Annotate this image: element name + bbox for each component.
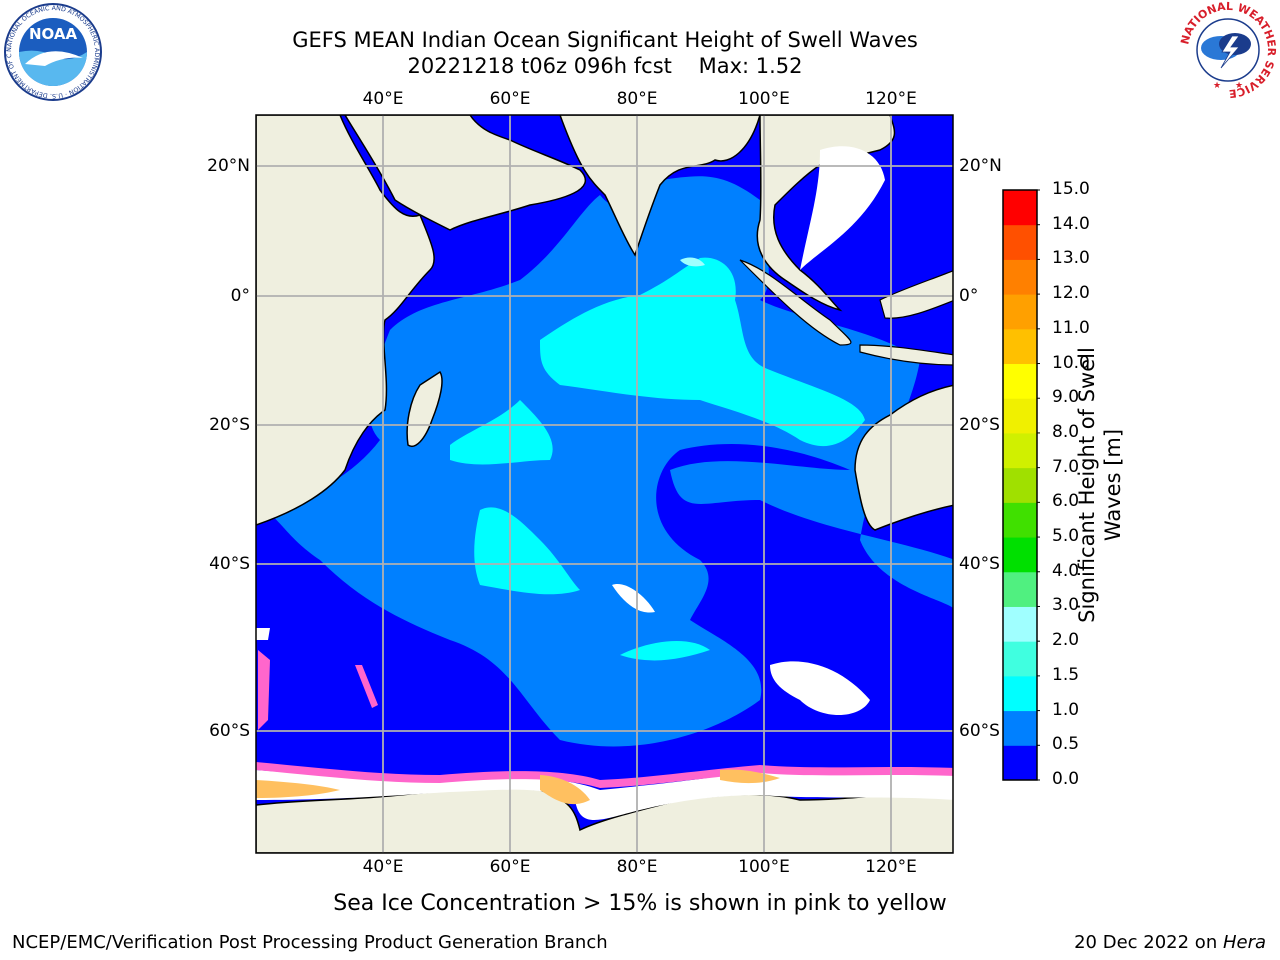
- colorbar-swatch: [1003, 363, 1037, 399]
- colorbar-tick-label: 12.0: [1052, 283, 1090, 304]
- y-tick-right: 40°S: [959, 554, 1000, 574]
- land-africa: [256, 115, 435, 526]
- colorbar-tick-label: 14.0: [1052, 213, 1090, 234]
- colorbar-swatch: [1003, 294, 1037, 330]
- colorbar-swatch: [1003, 259, 1037, 295]
- colorbar-tick-label: 13.0: [1052, 248, 1090, 269]
- land-madagascar: [406, 370, 443, 447]
- colorbar-swatch: [1003, 537, 1037, 573]
- y-tick-left: 20°N: [207, 156, 250, 176]
- x-tick-bottom: 60°E: [489, 857, 531, 877]
- y-tick-left: 60°S: [209, 721, 250, 741]
- footer-credit: NCEP/EMC/Verification Post Processing Pr…: [12, 932, 608, 953]
- colorbar-label-line2: Waves [m]: [1101, 428, 1125, 542]
- colorbar-tick-label: 7.0: [1052, 456, 1080, 477]
- y-tick-right: 20°N: [959, 156, 1002, 176]
- x-tick-top: 40°E: [362, 89, 404, 109]
- land-india: [559, 115, 761, 257]
- nws-logo: NATIONAL WEATHER SERVICE ★ ★: [1178, 0, 1278, 100]
- colorbar-tick-label: 9.0: [1052, 387, 1080, 408]
- colorbar-tick-label: 1.0: [1052, 699, 1080, 720]
- colorbar-tick-label: 0.0: [1052, 769, 1080, 789]
- colorbar: [1002, 189, 1040, 781]
- colorbar-tick-label: 6.0: [1052, 491, 1080, 512]
- colorbar-tick-label: 2.0: [1052, 630, 1080, 651]
- graticule: [256, 115, 953, 853]
- colorbar-swatch: [1003, 328, 1037, 365]
- land-antarctica: [256, 787, 953, 853]
- colorbar-swatch: [1003, 224, 1037, 260]
- map-frame: [255, 114, 954, 854]
- y-tick-left: 0°: [230, 286, 250, 306]
- colorbar-swatch: [1003, 710, 1037, 746]
- colorbar-swatch: [1003, 398, 1037, 434]
- x-tick-top: 80°E: [616, 89, 658, 109]
- svg-text:★: ★: [1213, 81, 1221, 91]
- land-australia: [854, 384, 953, 531]
- colorbar-swatch: [1003, 190, 1037, 226]
- colorbar-label-line1: Significant Height of Swell: [1075, 347, 1099, 623]
- y-tick-right: 20°S: [959, 415, 1000, 435]
- y-tick-right: 0°: [959, 286, 979, 306]
- colorbar-tick-label: 8.0: [1052, 421, 1080, 442]
- colorbar-tick-label: 15.0: [1052, 179, 1090, 199]
- colorbar-swatch: [1003, 606, 1037, 642]
- colorbar-swatch: [1003, 745, 1037, 781]
- colorbar-swatch: [1003, 675, 1037, 712]
- colorbar-frame: [1002, 189, 1038, 781]
- x-tick-bottom: 120°E: [865, 857, 917, 877]
- sea-ice-caption: Sea Ice Concentration > 15% is shown in …: [333, 891, 947, 916]
- x-tick-bottom: 100°E: [738, 857, 790, 877]
- x-tick-bottom: 80°E: [616, 857, 658, 877]
- colorbar-swatch: [1003, 432, 1037, 469]
- chart-subtitle: 20221218 t06z 096h fcst Max: 1.52: [407, 54, 803, 78]
- x-tick-bottom: 40°E: [362, 857, 404, 877]
- colorbar-tick-label: 4.0: [1052, 560, 1080, 581]
- colorbar-swatch: [1003, 502, 1037, 538]
- colorbar-swatch: [1003, 641, 1037, 677]
- x-tick-top: 60°E: [489, 89, 531, 109]
- colorbar-tick-label: 0.5: [1052, 734, 1080, 755]
- svg-text:★: ★: [1235, 81, 1243, 91]
- colorbar-tick-label: 10.0: [1052, 352, 1090, 373]
- x-tick-top: 100°E: [738, 89, 790, 109]
- colorbar-tick-label: 5.0: [1052, 526, 1080, 547]
- swell-band-1.0-1.5: [450, 257, 865, 661]
- colorbar-swatch: [1003, 571, 1037, 607]
- colorbar-swatch: [1003, 467, 1037, 503]
- colorbar-tick-label: 11.0: [1052, 317, 1090, 338]
- x-tick-top: 120°E: [865, 89, 917, 109]
- footer-host: Hera: [1222, 932, 1266, 953]
- y-tick-right: 60°S: [959, 721, 1000, 741]
- colorbar-tick-label: 1.5: [1052, 664, 1080, 685]
- footer-date-text: 20 Dec 2022 on: [1074, 932, 1223, 953]
- land-sumatra: [739, 259, 852, 346]
- swell-band-0.5-1.0: [270, 176, 953, 747]
- y-tick-left: 20°S: [209, 415, 250, 435]
- noaa-logo: NATIONAL OCEANIC AND ATMOSPHERIC ADMINIS…: [3, 2, 102, 101]
- y-tick-left: 40°S: [209, 554, 250, 574]
- footer-date: 20 Dec 2022 on Hera: [1074, 932, 1266, 953]
- chart-title: GEFS MEAN Indian Ocean Significant Heigh…: [292, 28, 918, 52]
- svg-text:NOAA: NOAA: [29, 25, 78, 43]
- colorbar-tick-label: 3.0: [1052, 595, 1080, 616]
